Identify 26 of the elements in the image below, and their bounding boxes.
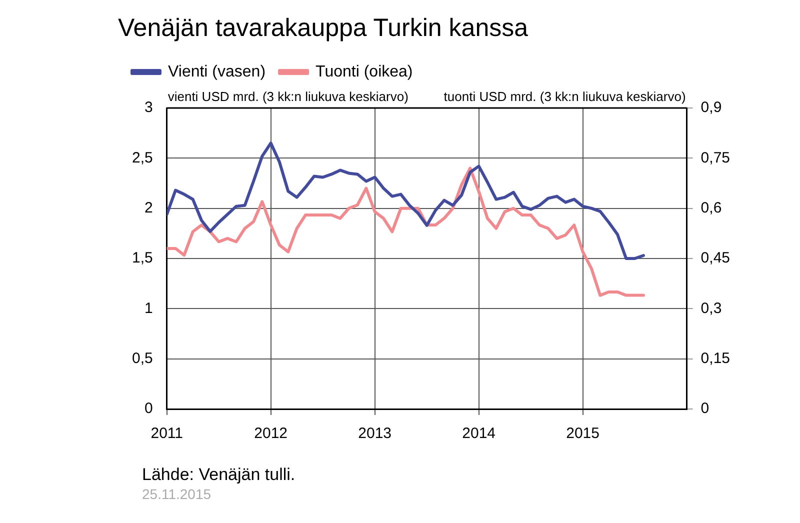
x-tick-label: 2014 — [462, 425, 496, 442]
y-tick-label: 3 — [144, 99, 153, 116]
text: Lähde: Venäjän tulli. — [142, 465, 296, 484]
text: 25.11.2015 — [142, 486, 212, 502]
y-tick-label: 2,5 — [132, 149, 153, 166]
y-tick-label: 1,5 — [132, 250, 153, 267]
y2-tick-label: 0,9 — [700, 99, 722, 116]
y2-tick-label: 0,3 — [700, 300, 722, 317]
y-tick-label: 2 — [144, 199, 153, 216]
legend-label: Tuonti (oikea) — [316, 63, 413, 80]
chart-title: Venäjän tavarakauppa Turkin kanssa — [118, 14, 528, 42]
y2-tick-label: 0 — [700, 400, 710, 418]
y-tick-label: 0 — [144, 400, 153, 418]
y2-tick-label: 0,75 — [700, 149, 730, 166]
y2-axis-title: tuonti USD mrd. (3 kk:n liukuva keskiarvo) — [444, 89, 686, 104]
y-tick-label: 0,5 — [132, 350, 153, 367]
x-tick-label: 2011 — [150, 425, 183, 442]
x-tick-label: 2015 — [566, 425, 600, 442]
y-tick-label: 1 — [144, 300, 153, 317]
y2-tick-label: 0,6 — [700, 199, 722, 216]
y-axis-title: vienti USD mrd. (3 kk:n liukuva keskiarvo) — [168, 89, 408, 104]
x-tick-label: 2013 — [358, 425, 392, 442]
x-tick-label: 2012 — [254, 425, 288, 442]
y2-tick-label: 0,45 — [700, 250, 730, 267]
y2-tick-label: 0,15 — [700, 350, 730, 367]
legend-label: Vienti (vasen) — [168, 63, 266, 80]
